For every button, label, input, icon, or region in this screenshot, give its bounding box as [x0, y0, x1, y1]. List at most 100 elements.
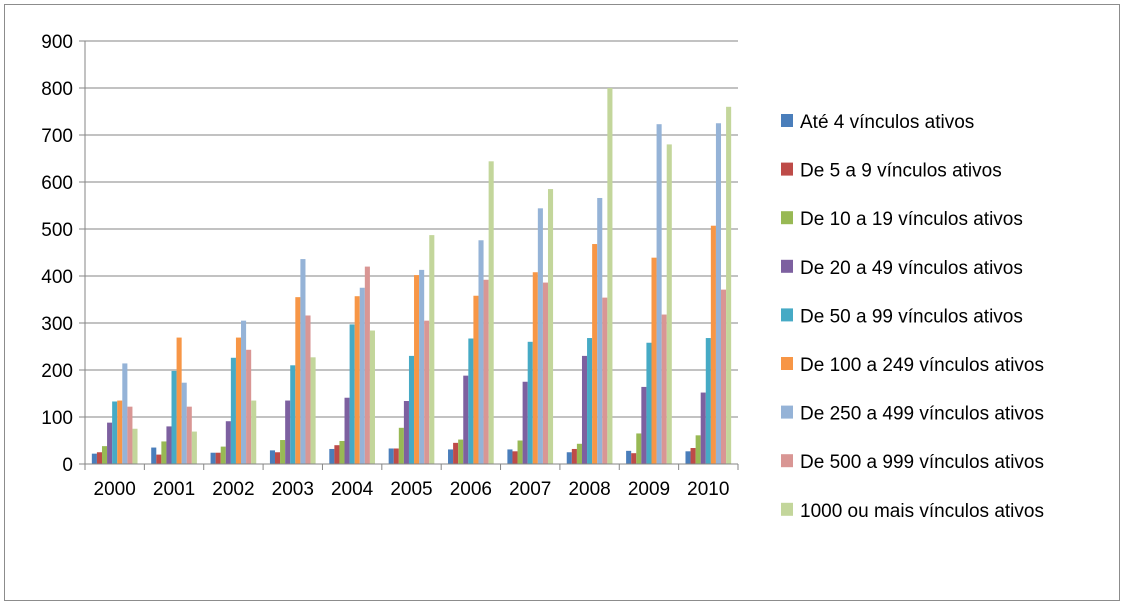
- bar: [344, 397, 350, 464]
- legend-label: 1000 ou mais vínculos ativos: [800, 501, 1044, 522]
- bar: [280, 440, 286, 464]
- y-tick-label: 600: [41, 173, 73, 194]
- bar: [176, 337, 182, 464]
- legend-label: Até 4 vínculos ativos: [800, 112, 974, 133]
- bar: [478, 240, 484, 464]
- legend-swatch: [781, 211, 793, 225]
- bar: [666, 144, 672, 464]
- bar: [354, 296, 360, 464]
- bar: [251, 400, 257, 464]
- y-tick-label: 300: [41, 314, 73, 335]
- bar: [721, 289, 727, 464]
- bar: [685, 451, 691, 464]
- bar: [166, 426, 172, 464]
- bar: [408, 355, 415, 464]
- bar: [230, 357, 236, 464]
- bar: [651, 257, 657, 464]
- bar: [127, 406, 133, 464]
- bar: [419, 269, 425, 464]
- bar: [507, 449, 513, 464]
- bar: [587, 338, 593, 464]
- bar: [388, 448, 394, 464]
- bar: [429, 235, 435, 464]
- bar: [275, 452, 281, 464]
- bar: [112, 401, 118, 464]
- bar: [403, 401, 409, 464]
- x-tick-label: 2003: [272, 479, 314, 500]
- bar: [715, 123, 722, 464]
- x-tick-label: 2006: [450, 479, 492, 500]
- bar: [537, 208, 543, 464]
- bar: [424, 320, 430, 464]
- legend-label: De 20 a 49 vínculos ativos: [800, 258, 1023, 279]
- bar: [171, 370, 177, 464]
- bar: [364, 266, 370, 464]
- y-tick-label: 400: [41, 267, 73, 288]
- bar: [483, 279, 489, 464]
- legend-swatch: [781, 308, 793, 322]
- bar: [607, 88, 613, 464]
- bar: [122, 363, 128, 464]
- bar: [225, 421, 231, 464]
- bar: [566, 452, 572, 464]
- bar: [393, 448, 399, 464]
- bar: [107, 422, 113, 464]
- bar: [310, 357, 316, 464]
- bar: [96, 452, 102, 464]
- legend-swatch: [781, 502, 793, 516]
- bar: [705, 338, 711, 464]
- bar: [101, 446, 108, 464]
- bar: [547, 189, 554, 465]
- bar: [661, 314, 667, 464]
- x-tick-label: 2010: [687, 479, 729, 500]
- legend-swatch: [781, 357, 793, 370]
- legend-label: De 10 a 19 vínculos ativos: [800, 209, 1023, 230]
- bar: [581, 355, 588, 464]
- legend-swatch: [781, 162, 793, 176]
- bar: [398, 427, 404, 464]
- bar: [186, 406, 192, 464]
- bar: [522, 381, 528, 464]
- bar: [592, 244, 598, 464]
- bar: [339, 440, 345, 464]
- legend-swatch: [781, 259, 793, 273]
- bar: [532, 272, 538, 464]
- bar: [369, 330, 375, 464]
- bar: [210, 452, 216, 464]
- bar: [300, 259, 306, 464]
- legend-swatch: [781, 114, 793, 127]
- bar: [656, 124, 662, 464]
- bar: [602, 297, 608, 464]
- bar: [527, 341, 533, 464]
- bar: [473, 295, 479, 464]
- bar: [453, 442, 459, 464]
- bar: [463, 375, 469, 464]
- bar: [241, 320, 247, 464]
- bar: [215, 452, 221, 464]
- bar: [517, 440, 523, 464]
- bar: [690, 448, 696, 464]
- bar: [151, 447, 157, 464]
- bar: [626, 450, 632, 464]
- x-tick-labels: 2000 2001 2002 2003 2004 2005 2006 2007 2008 2009…: [94, 479, 730, 500]
- x-tick-label: 2004: [331, 479, 374, 500]
- chart-frame: 0 100 200 300 400 500 600 700 800 900 2000 2001 200…: [4, 4, 1120, 601]
- bar: [132, 428, 138, 464]
- bar: [695, 435, 701, 464]
- bar: [220, 446, 226, 464]
- legend-label: De 500 a 999 vínculos ativos: [800, 452, 1044, 473]
- bar: [329, 448, 335, 464]
- bar: [156, 454, 162, 464]
- bar: [235, 337, 242, 464]
- bar: [269, 450, 276, 464]
- bar: [161, 441, 167, 464]
- axes: [79, 40, 739, 470]
- x-tick-label: 2005: [390, 479, 432, 500]
- legend-swatch: [781, 454, 793, 468]
- gridlines: [85, 40, 738, 418]
- bar: [726, 106, 732, 465]
- bar: [488, 161, 494, 464]
- bar: [334, 445, 340, 464]
- x-tick-label: 2000: [94, 479, 136, 500]
